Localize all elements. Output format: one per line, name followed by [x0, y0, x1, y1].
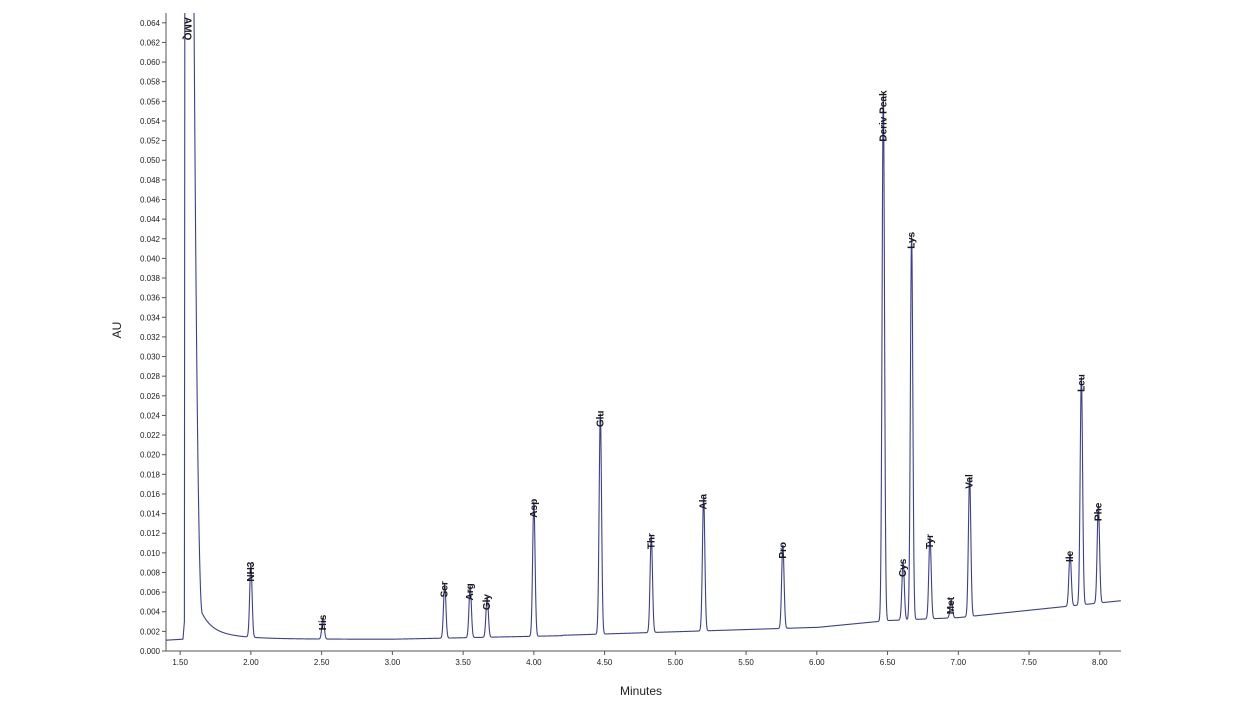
y-tick-label: 0.044	[140, 215, 161, 224]
x-tick-label: 3.00	[385, 658, 401, 667]
peak-label: Tyr	[925, 534, 936, 549]
y-tick-label: 0.048	[140, 176, 161, 185]
x-tick-label: 6.50	[880, 658, 896, 667]
x-tick-label: 4.00	[526, 658, 542, 667]
peak-label: Arg	[465, 583, 476, 600]
x-tick-label: 5.50	[738, 658, 754, 667]
y-tick-label: 0.018	[140, 470, 161, 479]
peak-labels: AMQ NH3 His Ser Arg Gly Asp Glu Thr Ala Pro Deriv P…	[181, 17, 1104, 630]
y-tick-label: 0.036	[140, 294, 161, 303]
peak-label: Met	[946, 596, 957, 614]
peak-label: Leu	[1076, 374, 1087, 392]
y-tick-label: 0.034	[140, 313, 161, 322]
x-tick-label: 7.50	[1021, 658, 1037, 667]
x-tick-label: 2.00	[243, 658, 259, 667]
y-tick-label: 0.062	[140, 38, 161, 47]
y-tick-label: 0.006	[140, 588, 161, 597]
y-tick-label: 0.024	[140, 411, 161, 420]
peak-label: Phe	[1093, 502, 1104, 521]
x-tick-label: 3.50	[455, 658, 471, 667]
peak-label: Ser	[440, 581, 451, 597]
x-tick-label: 1.50	[172, 658, 188, 667]
y-tick-label: 0.060	[140, 58, 161, 67]
peak-label: AMQ	[181, 17, 192, 41]
y-tick-label: 0.056	[140, 97, 161, 106]
peak-label: Val	[965, 474, 976, 489]
y-tick-label: 0.020	[140, 451, 161, 460]
y-tick-label: 0.016	[140, 490, 161, 499]
y-tick-label: 0.026	[140, 392, 161, 401]
peak-label: Deriv Peak	[878, 90, 889, 142]
peak-label: Lys	[907, 231, 918, 248]
x-tick-label: 8.00	[1092, 658, 1108, 667]
y-tick-label: 0.022	[140, 431, 161, 440]
peak-label: Asp	[529, 499, 540, 518]
peak-label: Cys	[898, 558, 909, 577]
plot-frame	[165, 13, 1121, 652]
peak-label: Glu	[595, 410, 606, 427]
y-tick-label: 0.012	[140, 529, 161, 538]
y-tick-label: 0.014	[140, 510, 161, 519]
y-tick-label: 0.028	[140, 372, 161, 381]
peak-label: Thr	[646, 533, 657, 549]
peak-label: NH3	[246, 561, 257, 581]
x-tick-label: 7.00	[951, 658, 967, 667]
x-axis-ticks: 1.50 2.00 2.50 3.00 3.50 4.00 4.50 5.00 5.50 6.00…	[172, 651, 1108, 667]
x-tick-label: 5.00	[668, 658, 684, 667]
y-tick-label: 0.004	[140, 608, 161, 617]
y-tick-label: 0.042	[140, 235, 161, 244]
y-tick-label: 0.008	[140, 568, 161, 577]
y-tick-label: 0.010	[140, 549, 161, 558]
y-axis-ticks: 0.000 0.002 0.004 0.006 0.008 0.010 0.012 0.014…	[140, 19, 166, 656]
chromatogram-trace	[165, 12, 1122, 641]
y-tick-label: 0.032	[140, 333, 161, 342]
peak-label: His	[318, 614, 329, 630]
x-axis-title: Minutes	[620, 684, 662, 698]
y-tick-label: 0.002	[140, 627, 161, 636]
peak-label: Ala	[699, 493, 710, 509]
y-tick-label: 0.054	[140, 117, 161, 126]
y-axis-title: AU	[110, 322, 124, 339]
y-tick-label: 0.038	[140, 274, 161, 283]
peak-label: Ile	[1065, 550, 1076, 562]
y-tick-label: 0.040	[140, 254, 161, 263]
y-tick-label: 0.030	[140, 353, 161, 362]
peak-label: Pro	[778, 542, 789, 559]
y-tick-label: 0.046	[140, 195, 161, 204]
y-tick-label: 0.064	[140, 19, 161, 28]
x-tick-label: 4.50	[597, 658, 613, 667]
y-tick-label: 0.050	[140, 156, 161, 165]
x-tick-label: 6.00	[809, 658, 825, 667]
x-tick-label: 2.50	[314, 658, 330, 667]
y-tick-label: 0.052	[140, 137, 161, 146]
peak-label: Gly	[482, 594, 493, 611]
y-tick-label: 0.058	[140, 78, 161, 87]
y-tick-label: 0.000	[140, 647, 161, 656]
